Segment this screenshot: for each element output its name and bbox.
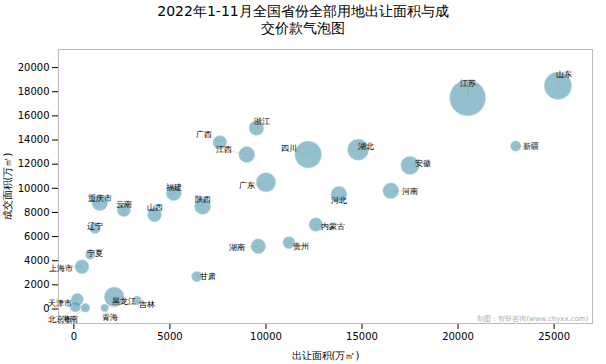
svg-text:山东: 山东 [556,70,572,79]
svg-text:江苏: 江苏 [460,79,476,88]
svg-text:辽宁: 辽宁 [87,222,103,231]
svg-text:安徽: 安徽 [415,159,431,168]
svg-text:上海市: 上海市 [49,264,73,273]
svg-text:制图：智研咨询(www.chyxx.com): 制图：智研咨询(www.chyxx.com) [477,315,588,323]
svg-text:江西: 江西 [216,145,232,154]
svg-text:0: 0 [71,331,77,342]
svg-text:广西: 广西 [196,130,212,139]
svg-text:4000: 4000 [24,255,49,266]
svg-text:新疆: 新疆 [523,142,539,151]
svg-text:12000: 12000 [18,158,50,169]
svg-text:16000: 16000 [18,110,50,121]
svg-text:贵州: 贵州 [293,242,309,251]
svg-text:内蒙古: 内蒙古 [321,222,345,231]
svg-text:云南: 云南 [116,200,132,209]
svg-text:8000: 8000 [24,207,49,218]
svg-text:6000: 6000 [24,231,49,242]
svg-text:0: 0 [43,303,50,315]
svg-text:浙江: 浙江 [254,117,270,126]
svg-text:10000: 10000 [250,331,282,342]
svg-text:湖南: 湖南 [229,243,245,252]
svg-text:广东: 广东 [239,181,255,190]
svg-text:10000: 10000 [18,183,50,194]
svg-text:湖北: 湖北 [358,142,374,151]
svg-text:河南: 河南 [402,187,418,196]
svg-text:河北: 河北 [331,196,347,205]
svg-text:14000: 14000 [18,134,50,145]
svg-text:吉林: 吉林 [139,300,155,309]
svg-text:25000: 25000 [538,331,570,342]
svg-text:5000: 5000 [157,331,182,342]
svg-text:重庆市: 重庆市 [88,194,112,203]
svg-text:陕西: 陕西 [195,195,211,204]
svg-text:甘肃: 甘肃 [200,272,216,281]
html-text:2022年1-11月全国省份全部用地出让面积与成 交价款气泡: 2022年1-11月全国省份全部用地出让面积与成 交价款气泡图 [157,3,449,36]
svg-text:山西: 山西 [147,203,163,212]
svg-text:福建: 福建 [166,183,182,192]
svg-text:20000: 20000 [442,331,474,342]
svg-text:北京市: 北京市 [48,315,73,325]
svg-text:海南: 海南 [62,315,78,324]
svg-text:出让面积(万㎡): 出让面积(万㎡) [292,350,360,361]
svg-text:18000: 18000 [18,86,50,97]
svg-text:2000: 2000 [24,279,49,290]
svg-text:黑龙江: 黑龙江 [112,297,136,306]
svg-text:成交面积(万㎡): 成交面积(万㎡) [2,153,13,221]
svg-text:四川: 四川 [281,144,297,153]
svg-text:宁夏: 宁夏 [87,249,103,258]
svg-text:15000: 15000 [346,331,378,342]
svg-text:20000: 20000 [18,62,50,73]
svg-text:青海: 青海 [102,313,118,322]
svg-text:天津市: 天津市 [48,299,72,308]
